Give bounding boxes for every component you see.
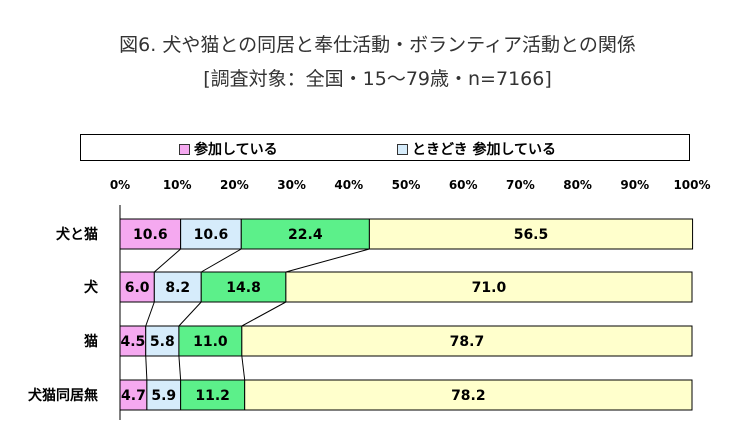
- connector-line: [241, 301, 287, 327]
- x-tick-label: 70%: [506, 178, 535, 192]
- bar-segment: [119, 218, 182, 250]
- bar-segment: [145, 325, 180, 357]
- data-label: 10.6: [194, 227, 229, 243]
- category-label: 犬: [84, 279, 99, 296]
- data-label: 14.8: [226, 280, 261, 296]
- connector-line: [153, 248, 181, 273]
- bar-segment: [241, 325, 693, 357]
- legend-item-participate: 参加している: [179, 139, 278, 159]
- legend-label-sometimes: ときどき 参加している: [412, 142, 557, 158]
- x-tick-label: 90%: [620, 178, 649, 192]
- x-tick-label: 10%: [163, 178, 192, 192]
- data-label: 10.6: [133, 227, 168, 243]
- data-label: 78.7: [450, 334, 485, 350]
- x-tick-label: 40%: [334, 178, 363, 192]
- connector-line: [145, 355, 148, 381]
- connector-line: [178, 355, 182, 381]
- chart-subtitle: [調査対象：全国・15～79歳・n=7166]: [203, 68, 552, 90]
- data-label: 6.0: [125, 280, 150, 296]
- legend: 参加している ときどき 参加している: [80, 134, 690, 161]
- x-tick-label: 20%: [220, 178, 249, 192]
- data-label: 5.9: [151, 388, 176, 404]
- bar-segment: [180, 379, 246, 411]
- data-label: 11.0: [193, 334, 228, 350]
- category-label: 猫: [84, 333, 98, 350]
- x-tick-label: 60%: [449, 178, 478, 192]
- data-label: 4.7: [121, 388, 146, 404]
- bar-segment: [368, 218, 694, 250]
- legend-item-sometimes: ときどき 参加している: [397, 139, 556, 159]
- x-tick-label: 100%: [673, 178, 710, 192]
- data-label: 71.0: [472, 280, 507, 296]
- bar-segment: [240, 218, 370, 250]
- connector-line: [285, 248, 370, 273]
- data-label: 11.2: [195, 388, 230, 404]
- connector-line: [200, 248, 242, 273]
- bar-segment: [119, 271, 155, 303]
- category-label: 犬猫同居無: [28, 387, 98, 404]
- bar-segment: [153, 271, 202, 303]
- bar-segment: [178, 325, 243, 357]
- x-tick-label: 50%: [392, 178, 421, 192]
- legend-swatch-sometimes: [397, 143, 408, 155]
- bar-segment: [244, 379, 693, 411]
- connector-line: [145, 301, 155, 327]
- data-label: 56.5: [514, 227, 549, 243]
- data-label: 78.2: [451, 388, 486, 404]
- bar-segment: [285, 271, 693, 303]
- x-tick-label: 0%: [110, 178, 130, 192]
- legend-swatch-participate: [179, 143, 190, 155]
- connector-line: [241, 355, 246, 381]
- chart-title: 図6. 犬や猫との同居と奉仕活動・ボランティア活動との関係: [119, 34, 636, 56]
- data-label: 8.2: [165, 280, 190, 296]
- x-tick-label: 30%: [277, 178, 306, 192]
- category-label: 犬と猫: [56, 226, 98, 243]
- connector-line: [178, 301, 202, 327]
- x-tick-label: 80%: [563, 178, 592, 192]
- data-label: 5.8: [150, 334, 175, 350]
- data-label: 4.5: [120, 334, 145, 350]
- data-label: 22.4: [288, 227, 323, 243]
- bar-segment: [146, 379, 182, 411]
- legend-label-participate: 参加している: [194, 142, 278, 158]
- bar-segment: [119, 379, 148, 411]
